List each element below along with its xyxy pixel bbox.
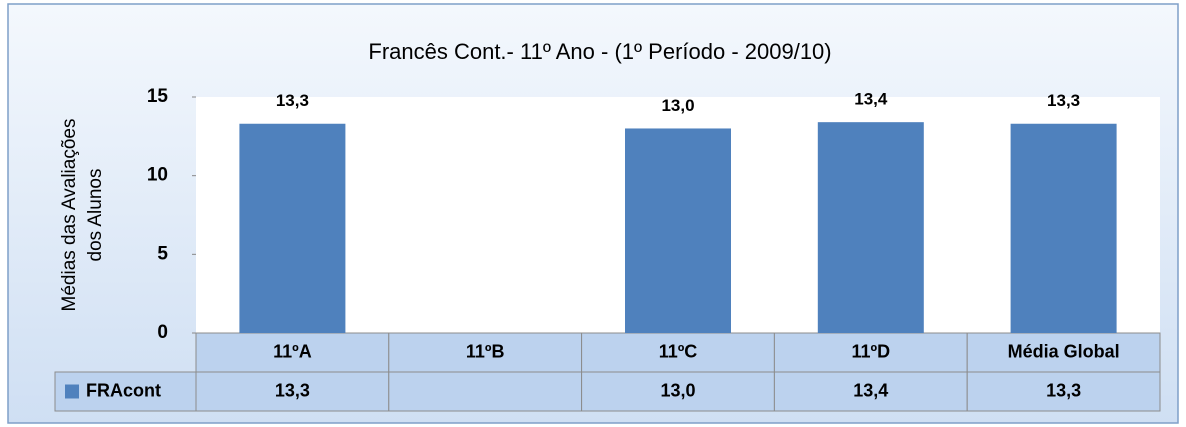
bar [625,128,731,333]
y-axis-label: Médias das Avaliações [59,119,80,312]
legend-label: FRAcont [86,380,161,400]
legend-swatch [65,384,79,399]
y-tick-label: 10 [147,165,168,186]
x-tick-label: 11ºA [273,341,312,361]
data-label: 13,3 [1047,91,1080,110]
table-value: 13,4 [853,380,888,400]
y-tick-label: 0 [157,322,168,343]
chart-title: Francês Cont.- 11º Ano - (1º Período - 2… [368,39,831,64]
x-tick-label: 11ºB [466,341,505,361]
data-label: 13,4 [854,90,888,109]
data-label: 13,3 [276,91,309,110]
bar [1010,123,1117,333]
table-value: 13,3 [1046,380,1081,400]
x-tick-label: 11ºD [851,341,890,361]
x-tick-label: 11ºC [659,341,698,361]
bar [239,123,346,333]
table-value: 13,3 [275,380,310,400]
table-value: 13,0 [660,380,695,400]
y-tick-label: 5 [157,243,168,264]
y-axis-label: dos Alunos [85,169,106,262]
y-tick-label: 15 [147,86,169,107]
data-label: 13,0 [661,96,694,115]
x-tick-label: Média Global [1008,341,1120,361]
bar [817,122,924,333]
